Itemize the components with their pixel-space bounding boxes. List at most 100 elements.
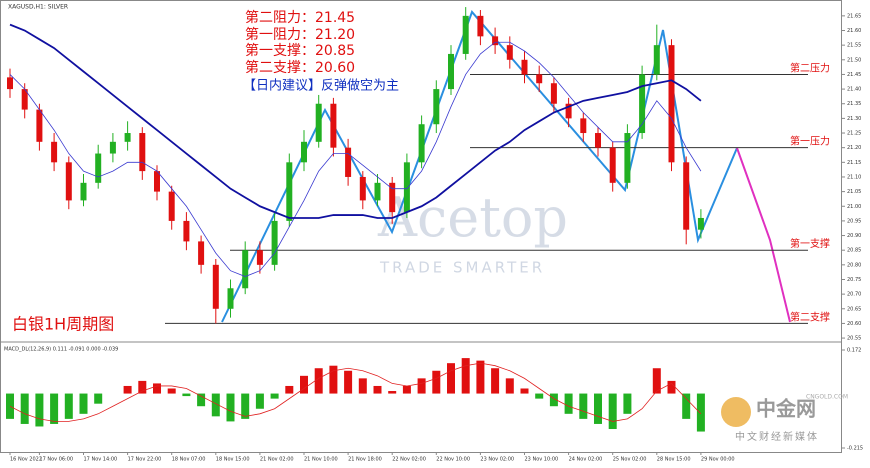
candle-body	[668, 45, 675, 163]
candle-body	[65, 162, 72, 201]
macd-bar	[358, 378, 367, 394]
logo-name: 中金网	[756, 397, 816, 421]
level-label: 第二支撑	[790, 310, 830, 323]
candle-body	[242, 250, 249, 289]
candle-body	[227, 288, 234, 309]
x-tick-label: 21 Nov 10:00	[304, 457, 338, 463]
candle-body	[536, 74, 543, 84]
candle-body	[95, 153, 102, 183]
candle-body	[462, 15, 469, 54]
macd-bar	[211, 393, 220, 417]
macd-bar	[20, 393, 29, 424]
candle-body	[139, 133, 146, 172]
macd-bar	[476, 360, 485, 394]
candle-body	[36, 109, 43, 142]
logo: 中金网 CNGOLD.COM 中文财经新媒体	[721, 394, 848, 443]
macd-bar	[461, 358, 470, 394]
macd-bar	[505, 378, 514, 394]
x-tick-label: 24 Nov 02:00	[569, 457, 603, 463]
symbol: XAGUSD,H1: SILVER	[8, 4, 68, 11]
x-tick-label: 28 Nov 15:00	[657, 457, 691, 463]
macd-bar	[344, 370, 353, 394]
candle-body	[418, 124, 425, 163]
y-tick-label: 20.95	[847, 218, 861, 224]
y-tick-label: 21.25	[847, 131, 861, 137]
candle-body	[565, 103, 572, 119]
candle-body	[21, 89, 28, 110]
y-tick-label: 21.65	[847, 13, 861, 19]
macd-bar	[491, 368, 500, 394]
y-tick-label: 21.40	[847, 87, 861, 93]
macd-bar	[35, 393, 44, 427]
x-tick-label: 25 Nov 02:00	[613, 457, 647, 463]
macd-bar	[226, 393, 235, 422]
candle-body	[7, 77, 13, 90]
x-tick-label: 18 Nov 15:00	[216, 457, 250, 463]
advice: 【日内建议】反弹做空为主	[243, 78, 399, 94]
y-tick-label: 21.00	[847, 204, 861, 210]
candle-body	[609, 147, 616, 183]
x-tick-label: 17 Nov 06:00	[39, 457, 73, 463]
macd-bar	[329, 365, 338, 394]
candle-body	[624, 133, 631, 183]
y-tick-label: 20.65	[847, 306, 861, 312]
level-label: 第一压力	[790, 135, 830, 148]
logo-tagline: 中文财经新媒体	[735, 430, 819, 443]
macd-bar	[197, 393, 206, 407]
macd-label: MACD_DL(12,26,9) 0.111 -0.091 0.000 -0.0…	[4, 347, 118, 353]
macd-bar	[682, 393, 691, 419]
macd-bar	[64, 393, 73, 419]
y-tick-label: 20.70	[847, 292, 861, 298]
macd-bar	[255, 393, 264, 409]
candle-body	[506, 45, 513, 60]
x-tick-label: 21 Nov 18:00	[348, 457, 382, 463]
macd-bar	[153, 383, 161, 394]
y-tick-label: 20.85	[847, 248, 861, 254]
candle-body	[154, 171, 160, 192]
x-tick-label: 22 Nov 02:00	[392, 457, 426, 463]
candle-body	[183, 220, 190, 242]
candle-body	[124, 133, 131, 142]
x-tick-label: 17 Nov 22:00	[128, 457, 162, 463]
macd-bar	[123, 385, 132, 394]
candle-body	[51, 141, 58, 163]
x-tick-label: 22 Nov 10:00	[436, 457, 470, 463]
macd-tick-label: 0.172	[847, 348, 861, 354]
macd-bar	[594, 393, 602, 424]
macd-bar	[79, 393, 88, 414]
candle-body	[550, 83, 557, 104]
level-text: 第二支撑：20.60	[245, 59, 355, 76]
y-tick-label: 20.60	[847, 321, 861, 327]
y-tick-label: 21.55	[847, 43, 861, 49]
macd-bar	[50, 393, 59, 424]
level-label: 第二压力	[790, 61, 830, 74]
candle-body	[330, 103, 337, 148]
x-tick-label: 16 Nov 2022	[10, 457, 42, 463]
macd-bar	[402, 385, 411, 394]
y-tick-label: 21.30	[847, 116, 861, 122]
x-tick-label: 18 Nov 07:00	[172, 457, 206, 463]
candle-body	[477, 15, 484, 37]
y-tick-label: 21.15	[847, 160, 861, 166]
level-text: 第一支撑：20.85	[245, 42, 355, 59]
macd-tick-label: -0.215	[847, 446, 863, 452]
macd-bar	[270, 393, 279, 399]
macd-bar	[579, 393, 588, 419]
y-tick-label: 21.20	[847, 145, 861, 151]
macd-bar	[241, 393, 250, 419]
candle-body	[580, 118, 587, 134]
y-tick-label: 21.10	[847, 174, 861, 180]
level-text: 第一阻力：21.20	[245, 26, 355, 43]
macd-bar	[564, 393, 573, 414]
candle-body	[256, 250, 263, 265]
macd-bar	[285, 385, 294, 394]
ma-fast	[9, 41, 702, 277]
macd-bar	[520, 388, 529, 394]
ma-slow	[9, 23, 702, 219]
candle-body	[109, 141, 116, 154]
candle-body	[168, 191, 175, 221]
candle-body	[315, 103, 322, 142]
y-tick-label: 20.80	[847, 262, 861, 268]
candle-body	[448, 53, 454, 90]
